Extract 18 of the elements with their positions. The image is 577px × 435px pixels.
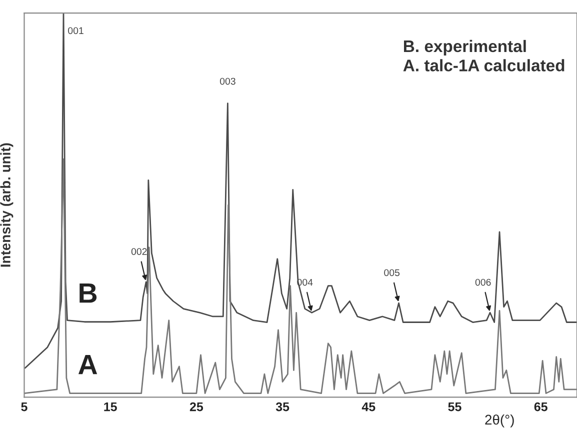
annotation: 003 (220, 78, 236, 85)
x-tick-label: 5 (21, 402, 28, 412)
annotation: 002 (131, 248, 147, 255)
series-label: A (78, 354, 98, 374)
annotation: 001 (68, 27, 84, 34)
annotation: 005 (384, 269, 400, 276)
x-tick-label: 25 (190, 402, 204, 412)
y-axis-title: Intensity (arb. unit) (0, 143, 14, 267)
annotation: 006 (475, 278, 491, 286)
x-tick-label: 55 (448, 402, 462, 412)
x-tick-label: 15 (104, 402, 117, 412)
x-axis-title: 2θ(°) (485, 414, 514, 428)
annotation: B. experimental (404, 40, 526, 56)
x-tick-label: 35 (276, 402, 290, 412)
x-tick-label: 45 (362, 402, 376, 412)
series-label: B (80, 284, 97, 303)
annotation: A. talc-1A calculated (403, 59, 564, 72)
x-tick-label: 65 (534, 402, 548, 412)
